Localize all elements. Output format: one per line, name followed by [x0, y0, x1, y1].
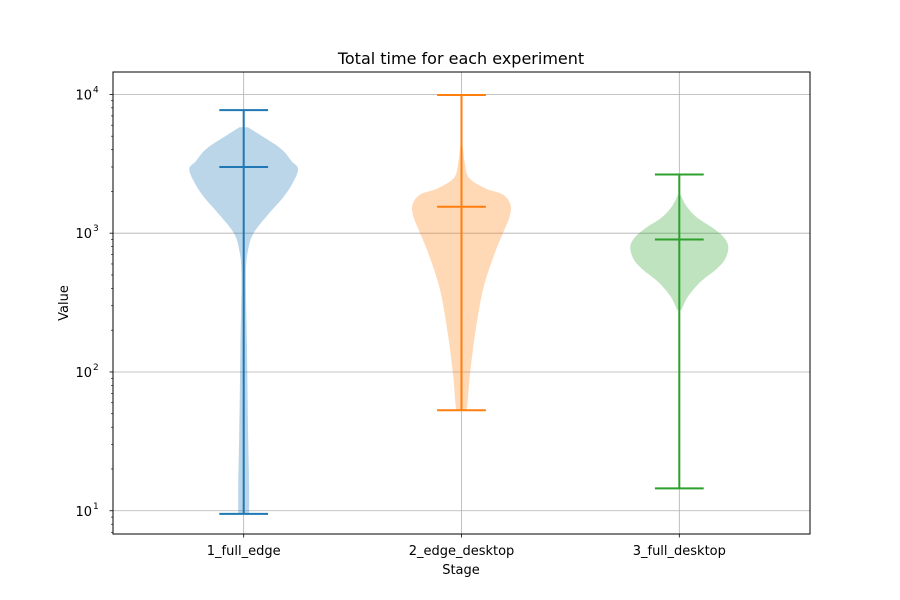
y-tick-exponent: 2 [93, 363, 99, 373]
x-tick-label: 2_edge_desktop [409, 544, 515, 559]
y-tick-label: 10 [75, 505, 92, 520]
chart-title: Total time for each experiment [337, 49, 584, 68]
y-tick-label: 10 [75, 366, 92, 381]
statistic-lines [219, 94, 704, 515]
y-axis-label: Value [57, 285, 72, 321]
x-axis-label: Stage [442, 563, 480, 578]
x-tick-label: 3_full_desktop [633, 544, 726, 559]
y-tick-exponent: 3 [93, 224, 99, 234]
y-tick-label: 10 [75, 227, 92, 242]
x-tick-label: 1_full_edge [207, 544, 281, 559]
y-tick-exponent: 1 [93, 502, 99, 512]
y-tick-label: 10 [75, 88, 92, 103]
y-tick-exponent: 4 [93, 85, 99, 95]
